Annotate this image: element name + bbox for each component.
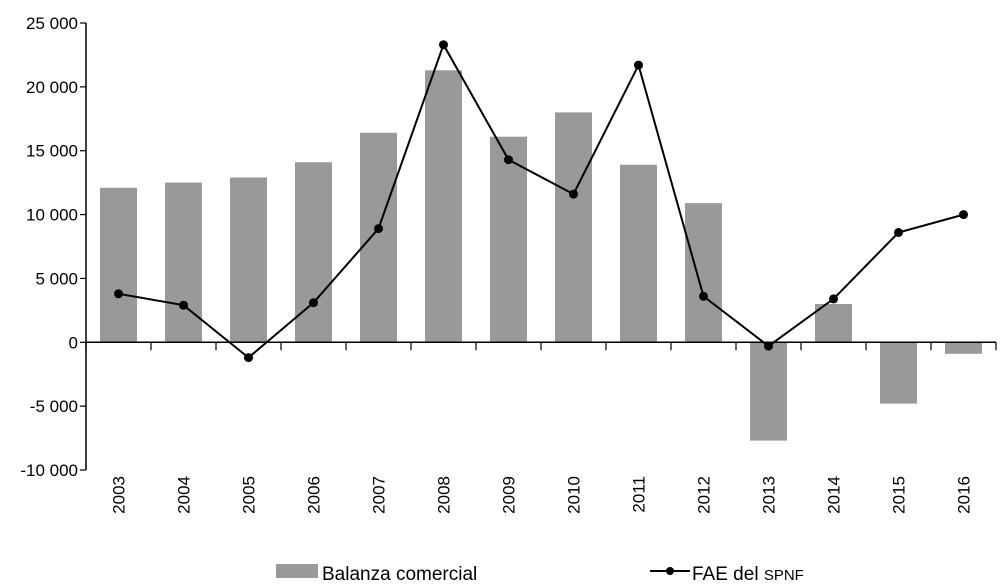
bar-2011 [620,164,657,343]
legend-label-fae: FAE del SPNF [692,564,804,585]
y-tick-label: -10 000 [20,461,78,480]
x-tick-label: 2016 [955,476,974,514]
legend-swatch-bar [276,564,318,578]
fae-point-2003 [114,289,123,299]
y-tick-label: -5 000 [30,397,78,416]
x-tick-label: 2006 [305,476,324,514]
bar-2003 [100,187,137,343]
x-tick-label: 2013 [760,476,779,514]
x-tick-label: 2007 [370,476,389,514]
x-tick-label: 2012 [695,476,714,514]
fae-point-2010 [569,189,578,199]
x-tick-label: 2014 [825,476,844,514]
fae-point-2007 [374,224,383,234]
x-tick-label: 2005 [240,476,259,514]
legend-label-fae-sub: SPNF [764,567,804,584]
legend: Balanza comercial FAE del SPNF [276,564,804,585]
y-tick-label: 10 000 [26,206,78,225]
x-axis-ticks: 2003 2004 2005 2006 2007 2008 2009 2010 2011 2012… [110,476,974,514]
bar-2012 [685,203,722,343]
fae-point-2008 [439,40,448,50]
bar-2008 [425,70,462,343]
fae-point-2005 [244,353,253,363]
bar-2016 [945,342,982,354]
fae-point-2013 [764,341,773,351]
fae-point-2009 [504,155,513,165]
bar-2007 [360,132,397,343]
line-series [114,40,968,363]
bar-2009 [490,136,527,343]
legend-swatch-marker [666,567,674,575]
y-tick-label: 20 000 [26,78,78,97]
bar-2010 [555,112,592,343]
fae-point-2012 [699,291,708,301]
y-tick-label: 5 000 [35,269,78,288]
x-tick-label: 2010 [565,476,584,514]
bar-2004 [165,182,202,343]
x-tick-label: 2004 [175,476,194,514]
bar-2005 [230,177,267,343]
x-tick-label: 2009 [500,476,519,514]
fae-point-2016 [959,210,968,220]
fae-point-2011 [634,60,643,70]
axes [85,23,997,470]
y-tick-label: 0 [69,333,78,352]
fae-line [118,42,964,359]
fae-point-2014 [829,294,838,304]
x-tick-label: 2011 [630,476,649,513]
fae-point-2006 [309,298,318,308]
x-tick-label: 2015 [890,476,909,514]
legend-label-fae-main: FAE del [692,564,764,585]
bar-2015 [880,342,917,404]
bar-2006 [295,162,332,343]
bar-2013 [750,342,787,441]
y-axis-ticks: 25 000 20 000 15 000 10 000 5 000 0 -5 000 -10 … [20,14,86,480]
y-tick-label: 15 000 [26,142,78,161]
x-tick-label: 2008 [435,476,454,514]
bar-2014 [815,304,852,343]
y-tick-label: 25 000 [26,14,78,33]
bar-series [100,70,982,441]
fae-point-2004 [179,300,188,310]
x-tick-label: 2003 [110,476,129,514]
legend-label-balanza: Balanza comercial [322,564,477,585]
fae-point-2015 [894,228,903,237]
